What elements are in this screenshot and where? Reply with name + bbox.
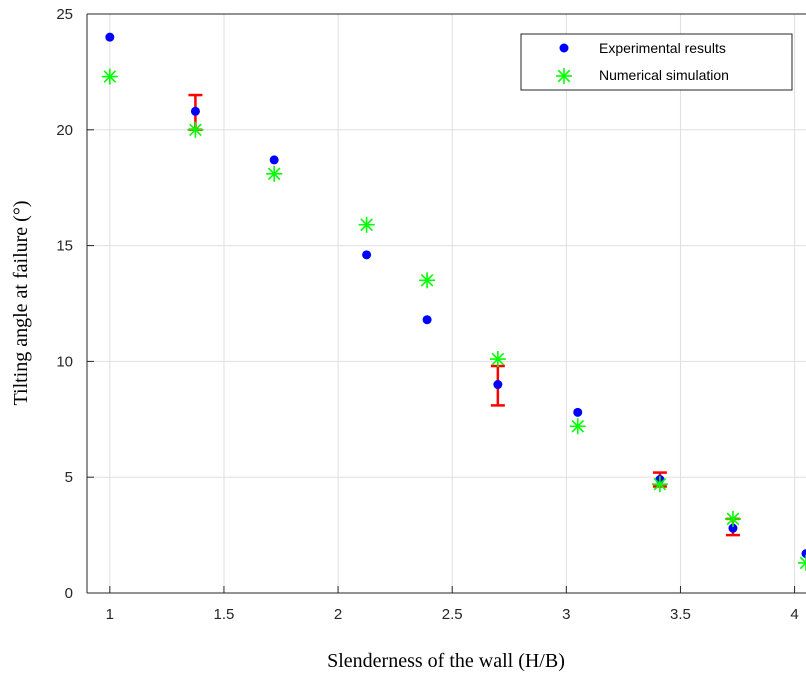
data-point [801, 549, 806, 559]
data-point [573, 407, 583, 417]
data-point [190, 106, 200, 116]
data-point [493, 380, 503, 390]
y-tick-label: 5 [65, 469, 73, 486]
data-point [422, 315, 432, 325]
data-point [101, 68, 118, 85]
data-point [798, 554, 806, 571]
data-point [724, 510, 741, 527]
y-axis-title: Tilting angle at failure (°) [10, 201, 32, 406]
x-tick-label: 3 [562, 606, 570, 623]
series-experimental [105, 32, 806, 559]
data-point [489, 351, 506, 368]
data-point [419, 272, 436, 289]
series-numerical [101, 68, 806, 571]
x-axis-ticks: 1 1.5 2 2.5 3 3.5 4 [106, 586, 799, 623]
legend-marker-numerical [556, 68, 572, 84]
y-axis-ticks: 0 5 10 15 20 25 [56, 6, 94, 602]
plot-area-background [87, 14, 806, 593]
data-series [101, 32, 806, 571]
legend-label-numerical: Numerical simulation [599, 67, 729, 83]
y-tick-label: 15 [56, 238, 73, 255]
data-point [187, 121, 204, 138]
data-point [362, 250, 372, 260]
data-point [266, 165, 283, 182]
legend-box [520, 33, 793, 91]
data-point [269, 155, 279, 165]
data-point [569, 418, 586, 435]
legend-marker-experimental [559, 43, 569, 53]
x-axis-title: Slenderness of the wall (H/B) [327, 650, 565, 672]
x-tick-label: 3.5 [670, 606, 691, 623]
x-tick-label: 2.5 [442, 606, 463, 623]
x-tick-label: 1.5 [214, 606, 235, 623]
y-tick-label: 10 [56, 353, 73, 370]
legend-label-experimental: Experimental results [599, 40, 726, 56]
data-point [728, 523, 738, 533]
x-tick-label: 2 [334, 606, 342, 623]
y-tick-label: 20 [56, 122, 73, 139]
legend: Experimental results Numerical simulatio… [520, 33, 793, 91]
x-tick-label: 4 [790, 606, 798, 623]
y-tick-label: 0 [65, 585, 73, 602]
y-tick-label: 25 [56, 6, 73, 23]
x-tick-label: 1 [106, 606, 114, 623]
data-point [105, 32, 115, 42]
data-point [651, 476, 668, 493]
data-point [358, 216, 375, 233]
legend-asterisk [556, 68, 572, 84]
